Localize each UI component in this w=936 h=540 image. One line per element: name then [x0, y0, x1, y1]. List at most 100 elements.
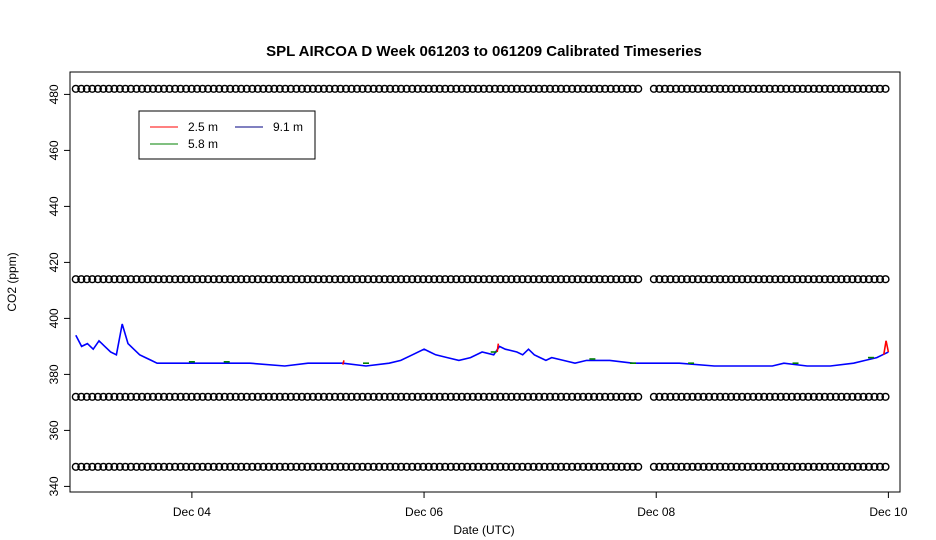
calibration-point [534, 84, 544, 93]
calibration-point [82, 392, 91, 401]
calibration-point [660, 392, 670, 401]
calibration-point [452, 275, 461, 284]
calibration-point [485, 392, 494, 401]
calibration-point [463, 84, 472, 93]
calibration-point [264, 275, 273, 284]
calibration-point [336, 84, 345, 93]
calibration-point [623, 84, 632, 93]
calibration-point [655, 392, 664, 401]
calibration-point [859, 462, 868, 471]
calibration-point [726, 392, 736, 401]
calibration-point [198, 392, 207, 401]
calibration-point [115, 392, 125, 401]
calibration-point [595, 462, 604, 471]
calibration-point [749, 275, 758, 284]
calibration-point [518, 392, 527, 401]
calibration-point [110, 275, 119, 284]
calibration-point [198, 84, 207, 93]
x-tick-label: Dec 04 [173, 505, 211, 519]
calibration-point [441, 392, 450, 401]
calibration-point [798, 462, 807, 471]
calibration-point [121, 84, 130, 93]
calibration-point [831, 392, 841, 401]
calibration-point [215, 84, 224, 93]
calibration-point [391, 84, 400, 93]
calibration-point [176, 84, 185, 93]
calibration-point [485, 84, 494, 93]
calibration-point [468, 462, 477, 471]
calibration-point [589, 462, 599, 471]
calibration-point [677, 84, 686, 93]
calibration-point [336, 392, 345, 401]
calibration-point [242, 392, 251, 401]
y-tick-label: 480 [47, 84, 61, 104]
calibration-point [721, 392, 730, 401]
calibration-point [193, 275, 202, 284]
calibration-point [402, 462, 411, 471]
calibration-point [556, 462, 566, 471]
calibration-point [275, 462, 284, 471]
calibration-point [330, 462, 340, 471]
calibration-point [732, 392, 741, 401]
calibration-point [584, 392, 593, 401]
calibration-point [281, 275, 290, 284]
calibration-point [408, 275, 417, 284]
calibration-point [612, 84, 621, 93]
calibration-point [815, 462, 824, 471]
calibration-point [242, 462, 251, 471]
calibration-point [264, 462, 273, 471]
calibration-point [143, 84, 152, 93]
calibration-point [347, 392, 356, 401]
calibration-point [121, 275, 130, 284]
calibration-point [776, 84, 785, 93]
calibration-point [82, 462, 91, 471]
calibration-point [584, 275, 593, 284]
calibration-point [253, 84, 262, 93]
calibration-point [380, 462, 389, 471]
calibration-point [430, 462, 439, 471]
calibration-point [606, 462, 615, 471]
calibration-point [391, 275, 400, 284]
calibration-point [341, 462, 351, 471]
calibration-point [485, 275, 494, 284]
calibration-point [397, 392, 406, 401]
calibration-point [655, 84, 664, 93]
calibration-point [760, 84, 769, 93]
calibration-point [793, 84, 802, 93]
calibration-point [507, 462, 516, 471]
calibration-point [682, 392, 692, 401]
calibration-point [529, 462, 538, 471]
calibration-point [104, 462, 114, 471]
calibration-point [281, 392, 290, 401]
calibration-point [765, 275, 774, 284]
calibration-point [589, 84, 599, 93]
calibration-point [804, 392, 813, 401]
calibration-point [209, 84, 218, 93]
calibration-point [649, 462, 659, 471]
calibration-point [446, 462, 455, 471]
x-tick-label: Dec 10 [869, 505, 907, 519]
legend-box [138, 110, 316, 160]
calibration-point [452, 392, 461, 401]
calibration-point [248, 275, 257, 284]
calibration-point [242, 84, 251, 93]
calibration-point [490, 275, 500, 284]
calibration-point [710, 462, 719, 471]
calibration-point [875, 462, 885, 471]
calibration-point [617, 275, 626, 284]
calibration-point [187, 392, 196, 401]
y-tick-label: 400 [47, 308, 61, 328]
calibration-point [352, 275, 362, 284]
calibration-point [419, 392, 428, 401]
calibration-point [826, 462, 835, 471]
calibration-point [143, 275, 152, 284]
calibration-point [848, 84, 857, 93]
calibration-point [474, 392, 483, 401]
calibration-point [732, 462, 741, 471]
calibration-point [837, 462, 846, 471]
calibration-point [760, 275, 769, 284]
calibration-point [578, 392, 588, 401]
calibration-point [726, 84, 736, 93]
calibration-point [507, 392, 516, 401]
calibration-point [402, 84, 411, 93]
